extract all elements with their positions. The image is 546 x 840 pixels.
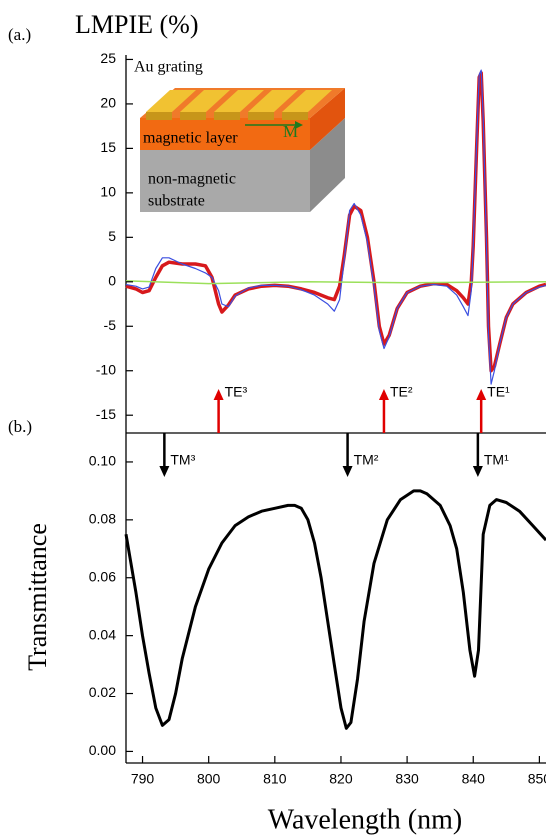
x-tick-label: 790 bbox=[131, 771, 155, 787]
y-tick-label: -15 bbox=[96, 406, 116, 422]
arrow-head bbox=[295, 121, 303, 129]
y-tick-label: 0.10 bbox=[89, 453, 116, 469]
y-tick-label: 0 bbox=[108, 273, 116, 289]
substrate-front bbox=[140, 150, 310, 212]
x-tick-label: 840 bbox=[462, 771, 486, 787]
x-tick-label: 810 bbox=[263, 771, 287, 787]
mode-label: TM¹ bbox=[484, 452, 509, 468]
y-tick-label: 25 bbox=[100, 50, 116, 66]
arrow-head bbox=[476, 389, 487, 400]
mode-label: TE³ bbox=[225, 384, 248, 400]
x-tick-label: 820 bbox=[329, 771, 353, 787]
y-tick-label: 0.02 bbox=[89, 684, 116, 700]
x-tick-label: 850 bbox=[528, 771, 546, 787]
arrow-head bbox=[378, 389, 389, 400]
y-tick-label: 20 bbox=[100, 95, 116, 111]
y-axis-label: Transmittance bbox=[23, 523, 52, 671]
inset-diagram: Au grating magnetic layer M non-magnetic… bbox=[134, 59, 345, 212]
au-grating bbox=[146, 90, 332, 120]
y-tick-label: -5 bbox=[104, 317, 117, 333]
mode-label: TM² bbox=[354, 452, 379, 468]
chart-title: LMPIE (%) bbox=[75, 10, 198, 39]
y-tick-label: 15 bbox=[100, 139, 116, 155]
arrow-head bbox=[159, 466, 170, 477]
data-line bbox=[125, 280, 546, 285]
mode-label: TE² bbox=[390, 384, 413, 400]
inset-label: non-magnetic bbox=[148, 171, 236, 188]
x-tick-label: 830 bbox=[395, 771, 419, 787]
arrow-head bbox=[342, 466, 353, 477]
inset-label: substrate bbox=[148, 193, 205, 210]
panel-label: (b.) bbox=[8, 417, 32, 436]
inset-label: Au grating bbox=[134, 59, 203, 76]
y-tick-label: 10 bbox=[100, 184, 116, 200]
mode-label: TE¹ bbox=[487, 384, 510, 400]
y-tick-label: 0.00 bbox=[89, 742, 116, 758]
y-tick-label: 5 bbox=[108, 228, 116, 244]
y-tick-label: 0.08 bbox=[89, 511, 116, 527]
arrow-head bbox=[213, 389, 224, 400]
y-tick-label: 0.06 bbox=[89, 568, 116, 584]
axes bbox=[125, 55, 546, 764]
data-line bbox=[125, 69, 546, 385]
data-line bbox=[124, 489, 546, 730]
x-axis-label: Wavelength (nm) bbox=[268, 804, 462, 835]
inset-label: M bbox=[283, 122, 298, 141]
magnetic-layer-front bbox=[140, 118, 310, 150]
mode-label: TM³ bbox=[170, 452, 195, 468]
x-tick-label: 800 bbox=[197, 771, 221, 787]
arrow-head bbox=[472, 466, 483, 477]
panel-label: (a.) bbox=[8, 25, 31, 44]
inset-label: magnetic layer bbox=[143, 130, 238, 147]
y-tick-label: 0.04 bbox=[89, 626, 116, 642]
y-tick-label: -10 bbox=[96, 361, 116, 377]
